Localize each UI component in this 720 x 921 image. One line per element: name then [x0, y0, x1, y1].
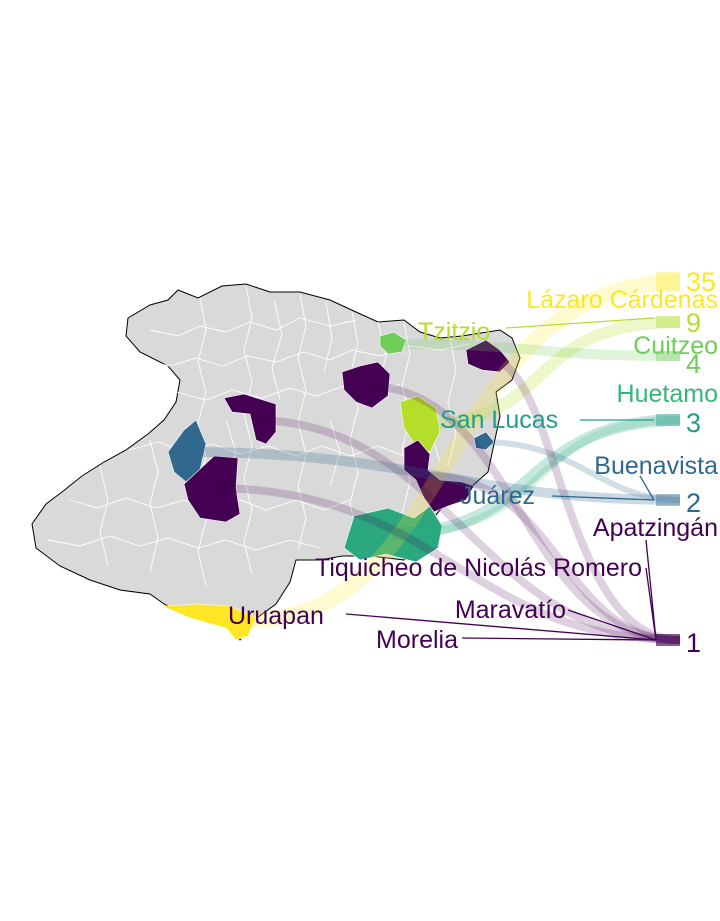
municipio-morelia	[341, 361, 391, 409]
ribbon-huetamo	[391, 414, 681, 540]
count-label-9: 9	[686, 308, 701, 338]
municipio-buenavista	[167, 419, 207, 483]
label-huetamo: Huetamo	[617, 380, 718, 408]
leader-uruapan	[345, 613, 657, 641]
label-morelia: Morelia	[376, 626, 458, 654]
municipio-maravatio	[465, 339, 511, 373]
leader-morelia	[461, 637, 657, 641]
count-bars	[656, 272, 680, 646]
label-tiquicheo: Tiquicheo de Nicolás Romero	[315, 554, 642, 582]
label-lazaro-cardenas: Lázaro Cárdenas	[526, 286, 718, 314]
label-cuitzeo: Cuitzeo	[633, 332, 718, 360]
ribbon-lazaro-cardenas	[249, 274, 681, 628]
ribbon-morelia	[365, 382, 681, 644]
municipio-cuitzeo	[379, 331, 407, 355]
bar-3	[656, 414, 680, 426]
municipio-tzitzio	[399, 395, 441, 453]
ribbon-tiquicheo	[427, 472, 681, 644]
flow-ribbons	[185, 274, 681, 644]
label-apatzingan: Apatzingán	[593, 514, 718, 542]
ribbon-maravatio	[485, 354, 681, 644]
bar-4	[656, 351, 680, 361]
municipio-labels: Lázaro Cárdenas Tzitzio Cuitzeo Huetamo …	[228, 286, 718, 654]
leader-tzitzio	[505, 317, 655, 329]
ribbon-cuitzeo	[391, 339, 681, 361]
ribbon-apatzingan	[211, 484, 681, 644]
municipio-uruapan	[223, 393, 277, 445]
municipio-juarez	[473, 431, 495, 451]
leader-buenavista	[639, 475, 655, 501]
municipio-lazaro-cardenas	[161, 603, 257, 641]
count-label-4: 4	[686, 349, 701, 379]
label-juarez: Juárez	[460, 482, 535, 510]
bar-2	[656, 494, 680, 506]
count-label-1: 1	[686, 628, 701, 658]
label-buenavista: Buenavista	[594, 452, 718, 480]
label-uruapan: Uruapan	[228, 602, 324, 630]
bar-1	[656, 634, 680, 646]
leader-lines	[345, 317, 657, 641]
label-tzitzio: Tzitzio	[418, 318, 490, 346]
bar-9	[656, 316, 680, 328]
count-labels: 35 9 4 3 2 1	[686, 267, 716, 658]
ribbon-uruapan	[251, 416, 681, 644]
leader-maravatio	[567, 609, 657, 641]
ribbon-tzitzio	[419, 316, 681, 430]
municipio-tiquicheo	[403, 439, 475, 513]
leader-juarez	[551, 495, 655, 501]
label-san-lucas: San Lucas	[440, 406, 558, 434]
count-label-35: 35	[686, 267, 716, 297]
bar-35	[656, 272, 680, 292]
highlighted-municipios	[161, 331, 511, 641]
municipio-huetamo	[343, 505, 443, 563]
count-label-3: 3	[686, 408, 701, 438]
count-label-2: 2	[686, 488, 701, 518]
ribbon-san-lucas	[391, 416, 681, 538]
label-maravatio: Maravatío	[455, 596, 566, 624]
leader-tiquicheo	[645, 567, 657, 641]
municipio-apatzingan	[183, 455, 241, 523]
